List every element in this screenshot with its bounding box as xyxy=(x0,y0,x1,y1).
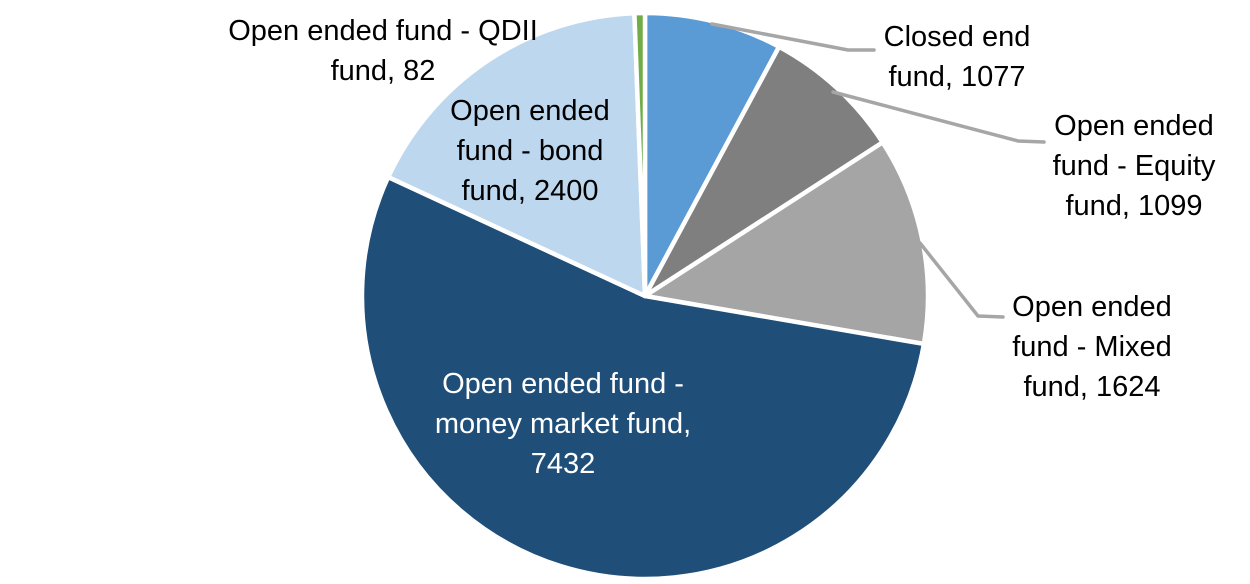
pie-slice-open-ended-fund-equity-fund[interactable] xyxy=(642,44,885,299)
pie-slice-open-ended-fund-money-market-fund[interactable] xyxy=(359,174,927,582)
pie-slice-open-ended-fund-qdii-fund[interactable] xyxy=(632,10,648,299)
pie-slice-open-ended-fund-mixed-fund[interactable] xyxy=(642,140,931,347)
pie-slice-closed-end-fund[interactable] xyxy=(642,10,782,299)
leader-line-open-ended-fund-equity-fund xyxy=(831,90,1046,144)
leader-line-open-ended-fund-mixed-fund xyxy=(918,241,1005,319)
leader-line-closed-end-fund xyxy=(710,22,876,52)
pie-slice-open-ended-fund-bond-fund[interactable] xyxy=(385,10,648,299)
